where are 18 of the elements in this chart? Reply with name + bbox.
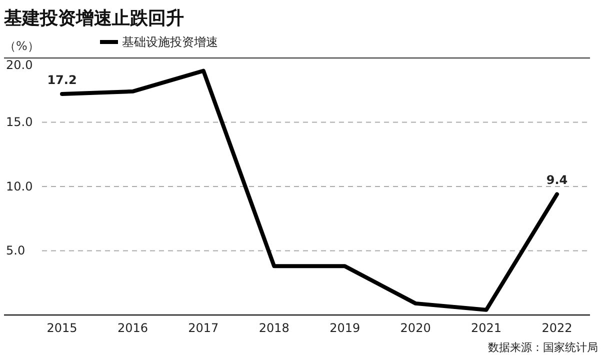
x-tick-label: 2018 <box>258 321 290 335</box>
y-tick-label: 20.0 <box>6 58 33 72</box>
y-tick-label: 15.0 <box>6 115 33 130</box>
x-tick-label: 2022 <box>542 321 572 335</box>
data-label: 17.2 <box>47 72 77 87</box>
data-label: 9.4 <box>546 173 568 188</box>
y-axis-title: （%） <box>4 39 40 53</box>
x-tick-label: 2019 <box>330 321 360 335</box>
y-tick-label: 5.0 <box>6 244 26 258</box>
source-note: 数据来源：国家统计局 <box>488 341 598 354</box>
y-tick-label: 10.0 <box>6 179 33 194</box>
x-tick-label: 2021 <box>471 321 502 335</box>
chart-title: 基建投资增速止跌回升 <box>3 8 184 29</box>
x-tick-label: 2017 <box>188 321 219 335</box>
x-tick-label: 2016 <box>117 321 148 335</box>
x-tick-label: 2015 <box>46 321 78 335</box>
x-tick-label: 2020 <box>400 321 431 335</box>
legend-label: 基础设施投资增速 <box>122 35 218 49</box>
